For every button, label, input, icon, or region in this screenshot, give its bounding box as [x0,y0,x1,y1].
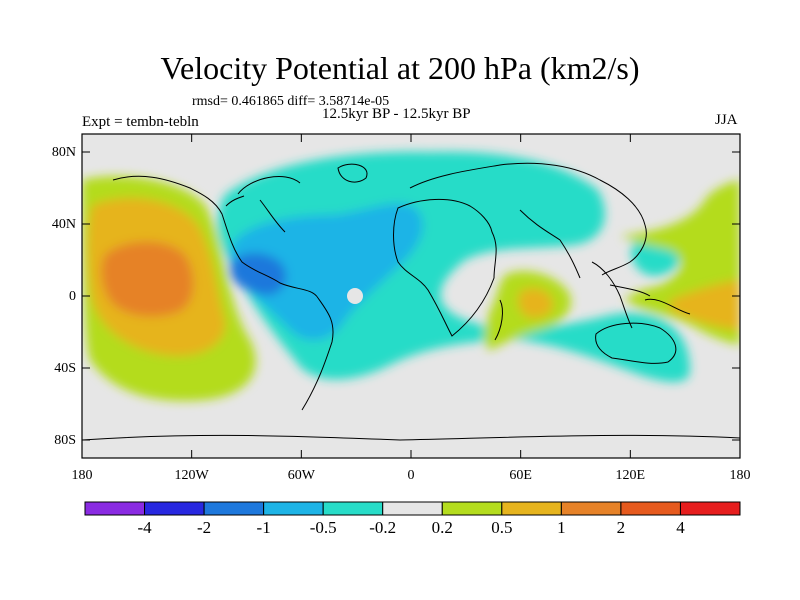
y-tick-label: 40N [51,217,76,232]
coastlines [82,162,740,441]
y-tick-label: 40S [54,361,76,376]
colorbar-swatch [263,501,324,516]
x-tick-label: 60E [509,468,532,483]
colorbar-swatch [322,501,384,516]
colorbar-swatch [144,501,205,516]
colorbar [84,501,741,516]
colorbar-label: 4 [676,518,685,537]
colorbar-swatch [203,501,265,516]
contour-pacific-1 [101,241,194,317]
contour-negative-0.5 [229,203,423,341]
contour-fill [82,151,740,441]
colorbar-swatch [84,501,146,516]
stats-label: rmsd= 0.461865 diff= 3.58714e-05 [192,94,390,109]
y-tick-label: 0 [69,289,76,304]
contour-hole [347,288,363,304]
colorbar-label: -1 [256,518,271,537]
colorbar-swatch [382,501,443,516]
colorbar-label: -0.2 [369,518,397,537]
contour-seasia-0.2 [631,240,680,276]
y-tick-label: 80S [54,433,76,448]
contour-indian-0.5 [518,288,553,318]
chart-title: Velocity Potential at 200 hPa (km2/s) [160,50,640,86]
colorbar-label: -0.5 [309,518,337,537]
x-tick-label: 0 [407,468,415,483]
colorbar-label: 0.5 [491,518,513,537]
colorbar-swatch [620,501,681,516]
period-label: 12.5kyr BP - 12.5kyr BP [322,106,471,122]
contour-wpacific-0.5 [670,280,740,330]
colorbar-swatch [560,501,622,516]
axis-ticks [81,134,741,458]
season-label: JJA [715,112,738,128]
colorbar-swatch [441,501,503,516]
colorbar-label: 2 [616,518,626,537]
colorbar-label: -2 [196,518,212,537]
x-tick-label: 120W [174,468,209,483]
colorbar-label: -4 [137,518,152,537]
x-tick-label: 60W [287,468,315,483]
x-tick-label: 120E [615,468,646,483]
colorbar-swatch [679,501,741,516]
colorbar-label: 0.2 [431,518,453,537]
colorbar-label: 1 [557,518,566,537]
x-tick-label: 180 [729,468,751,483]
y-tick-label: 80N [51,145,76,160]
experiment-label: Expt = tembn-tebln [82,114,199,130]
colorbar-swatch [501,501,562,516]
x-tick-label: 180 [71,468,93,483]
